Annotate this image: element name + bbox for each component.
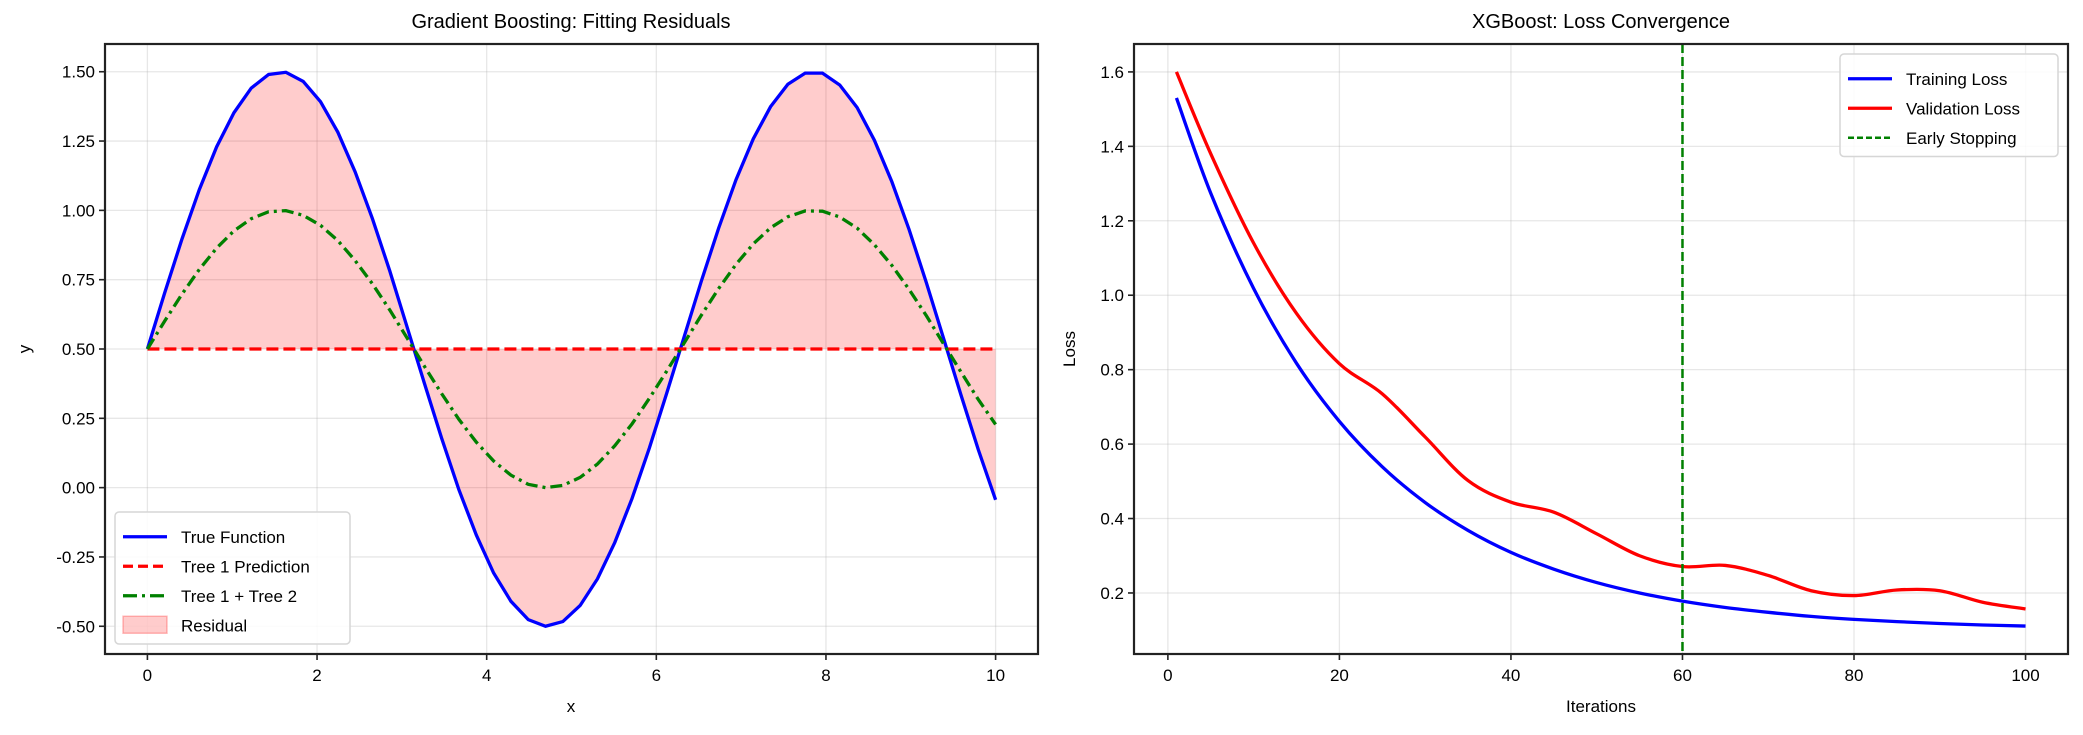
y-tick-label: 1.4 [1100,137,1124,156]
x-tick-label: 100 [2011,666,2039,685]
y-tick-label: 0.25 [62,409,95,428]
x-tick-label: 20 [1330,666,1349,685]
residuals-chart: Gradient Boosting: Fitting Residuals x y… [15,11,1040,716]
legend-item: Residual [122,615,247,635]
legend-item: Validation Loss [1848,99,2020,118]
y-tick-label: 0.75 [62,271,95,290]
y-tick-label: 0.8 [1100,361,1124,380]
y-axis-label: y [15,344,34,353]
y-tick-label: 1.25 [62,132,95,151]
x-tick-label: 60 [1673,666,1692,685]
x-tick-label: 4 [482,666,491,685]
chart-title: XGBoost: Loss Convergence [1472,11,1730,33]
legend: Training Loss Validation Loss Early Stoppi… [1839,53,2059,158]
x-tick-label: 6 [652,666,661,685]
x-tick-label: 10 [986,666,1005,685]
y-tick-label: 0.00 [62,479,95,498]
x-tick-label: 0 [1163,666,1172,685]
series-line-true-function [145,70,998,629]
legend-label: Tree 1 + Tree 2 [181,587,297,606]
legend-box [114,511,351,645]
legend: True Function Tree 1 Prediction Tree 1 + T… [114,511,351,645]
y-tick-label: 0.4 [1100,510,1124,529]
loss-chart: XGBoost: Loss Convergence Iterations Los… [1060,11,2070,716]
y-tick-label: 0.6 [1100,435,1124,454]
series-line-validation-loss [1174,71,2026,611]
y-tick-label: -0.25 [56,548,95,567]
y-tick-label: 1.2 [1100,212,1124,231]
legend-label: Tree 1 Prediction [181,557,310,576]
x-tick-label: 40 [1501,666,1520,685]
y-tick-label: -0.50 [56,617,95,636]
y-tick-label: 0.50 [62,340,95,359]
legend-label: Validation Loss [1906,99,2020,118]
residual-fill [147,72,996,627]
y-tick-label: 1.50 [62,63,95,82]
x-axis-label: Iterations [1566,697,1636,716]
legend-box [1839,53,2059,158]
x-tick-label: 0 [143,666,152,685]
x-tick-label: 8 [821,666,830,685]
x-tick-label: 2 [312,666,321,685]
y-axis-label: Loss [1060,331,1079,367]
y-tick-label: 0.2 [1100,584,1124,603]
legend-label: Residual [181,616,247,635]
chart-title: Gradient Boosting: Fitting Residuals [411,11,730,33]
axes-frame [1132,42,2070,656]
y-tick-label: 1.00 [62,201,95,220]
axes-frame [103,42,1040,656]
series-line-tree-1-tree-2 [146,208,997,490]
legend-item: Early Stopping [1848,129,2017,148]
x-tick-label: 80 [1845,666,1864,685]
legend-label: Training Loss [1906,70,2007,89]
legend-item: Training Loss [1848,70,2007,89]
legend-item: True Function [123,528,285,547]
legend-swatch [122,615,168,634]
y-tick-label: 1.0 [1100,286,1124,305]
legend-item: Tree 1 Prediction [123,557,310,576]
y-tick-label: 1.6 [1100,63,1124,82]
x-axis-label: x [567,697,576,716]
series-line-training-loss [1174,97,2026,628]
legend-item: Tree 1 + Tree 2 [123,587,297,606]
legend-label: True Function [181,528,285,547]
legend-label: Early Stopping [1906,129,2017,148]
